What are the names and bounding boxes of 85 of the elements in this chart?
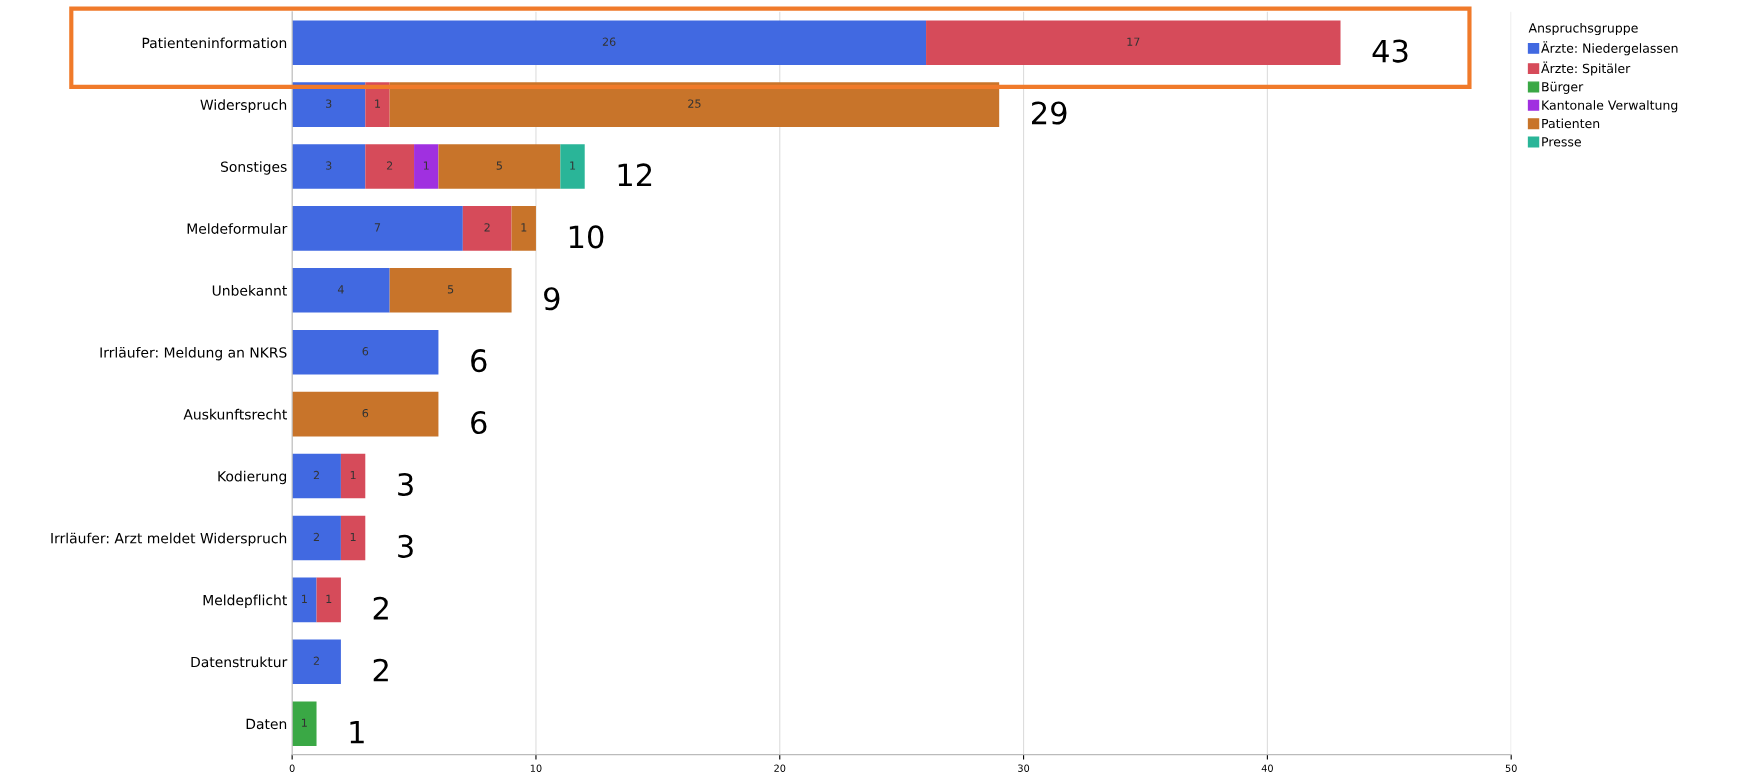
data-label: 3 <box>326 99 332 108</box>
total-label: 2 <box>373 596 388 620</box>
legend-label: Patienten <box>1542 118 1600 129</box>
data-label: 1 <box>350 471 356 480</box>
data-label: 7 <box>374 223 381 232</box>
total-label: 3 <box>398 472 413 497</box>
bar <box>292 206 463 251</box>
bar <box>292 82 366 127</box>
data-label: 1 <box>302 718 307 727</box>
legend-title: Anspruchsgruppe <box>1528 22 1638 36</box>
total-label: 12 <box>618 163 652 187</box>
legend-label: Ärzte: Niedergelassen <box>1541 41 1678 56</box>
data-label: 1 <box>326 594 332 603</box>
data-label: 4 <box>337 285 344 294</box>
x-tick-label: 0 <box>289 764 295 772</box>
data-label: 1 <box>302 594 307 603</box>
bar <box>316 577 341 623</box>
data-label: 1 <box>350 532 356 542</box>
total-label: 3 <box>398 534 413 558</box>
bar <box>292 453 341 499</box>
data-label: 2 <box>386 161 393 170</box>
bar <box>292 639 341 685</box>
data-label: 1 <box>423 161 429 170</box>
data-label: 5 <box>447 285 454 294</box>
data-label: 2 <box>484 223 490 232</box>
data-label: 1 <box>570 161 576 170</box>
total-label: 6 <box>471 349 487 373</box>
total-label: 6 <box>471 411 487 435</box>
bar <box>292 701 317 746</box>
total-label: 29 <box>1031 101 1067 125</box>
y-tick-label: Kodierung <box>218 470 287 485</box>
bar <box>292 515 341 561</box>
bar <box>560 144 585 189</box>
total-label: 9 <box>544 287 560 311</box>
y-tick-label: Irrläufer: Meldung an NKRS <box>100 346 287 361</box>
y-tick-label: Irrläufer: Arzt meldet Widerspruch <box>51 532 287 547</box>
y-tick-label: Meldeformular <box>187 223 288 234</box>
data-label: 2 <box>313 656 319 665</box>
y-tick-label: Meldepflicht <box>203 594 287 609</box>
legend-label: Bürger <box>1542 81 1584 94</box>
y-tick-label: Datenstruktur <box>191 656 288 668</box>
y-tick-label: Auskunftsrecht <box>183 408 287 420</box>
bar <box>292 391 439 437</box>
data-label: 6 <box>362 347 369 356</box>
y-tick-label: Patienteninformation <box>142 37 287 49</box>
data-label: 2 <box>313 470 319 480</box>
total-label: 1 <box>350 720 364 744</box>
data-label: 25 <box>688 99 701 108</box>
bar <box>511 206 536 251</box>
data-label: 5 <box>496 161 502 170</box>
bar <box>292 577 317 623</box>
data-label: 17 <box>1127 37 1140 46</box>
total-label: 2 <box>373 658 388 682</box>
bar <box>292 144 366 189</box>
y-tick-label: Widerspruch <box>200 99 287 113</box>
bar <box>389 268 512 313</box>
total-label: 10 <box>569 225 604 249</box>
legend-label: Presse <box>1542 137 1581 147</box>
data-label: 1 <box>375 99 380 108</box>
bar <box>292 268 390 313</box>
x-tick-label: 20 <box>774 764 786 772</box>
x-tick-label: 30 <box>1018 764 1030 772</box>
data-label: 1 <box>521 223 527 232</box>
legend-label: Kantonale Verwaltung <box>1542 100 1678 113</box>
bar <box>340 453 366 499</box>
bar <box>292 20 927 65</box>
y-tick-label: Daten <box>246 718 287 730</box>
y-tick-label: Unbekannt <box>212 285 287 296</box>
x-tick-label: 50 <box>1505 764 1517 772</box>
total-label: 43 <box>1372 39 1408 63</box>
bar <box>414 144 439 189</box>
bar <box>462 206 512 251</box>
bar <box>340 515 366 561</box>
data-label: 6 <box>362 408 369 418</box>
bar <box>926 20 1341 65</box>
x-tick-label: 40 <box>1261 764 1273 772</box>
legend-label: Ärzte: Spitäler <box>1541 61 1631 76</box>
bar <box>292 329 439 375</box>
x-tick-label: 10 <box>530 764 542 772</box>
bar <box>438 144 561 189</box>
data-label: 3 <box>326 161 332 170</box>
data-label: 2 <box>313 532 319 542</box>
data-label: 26 <box>602 37 616 46</box>
bar <box>365 144 415 189</box>
y-tick-label: Sonstiges <box>220 161 287 175</box>
